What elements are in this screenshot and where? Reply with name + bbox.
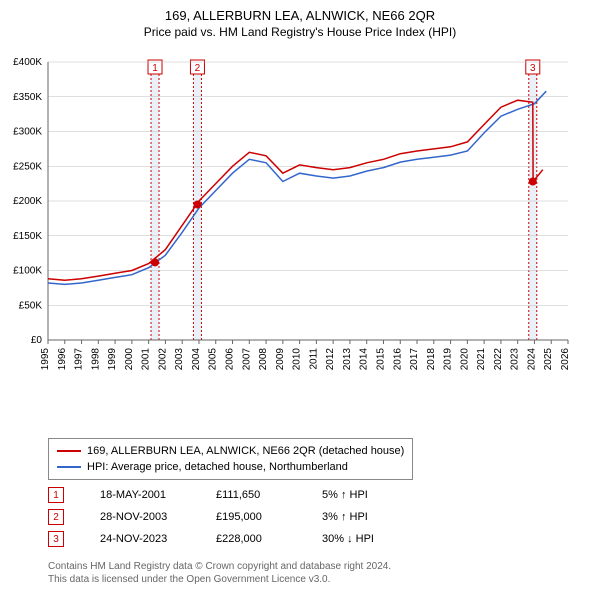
svg-text:2016: 2016 <box>392 348 403 371</box>
svg-text:2009: 2009 <box>275 348 286 371</box>
legend-label: HPI: Average price, detached house, Nort… <box>87 459 348 475</box>
svg-text:£350K: £350K <box>13 92 42 103</box>
event-marker-icon: 3 <box>48 531 64 547</box>
svg-text:1996: 1996 <box>57 348 68 371</box>
svg-text:2001: 2001 <box>141 348 152 371</box>
event-date: 28-NOV-2003 <box>100 511 180 523</box>
svg-text:1995: 1995 <box>40 348 51 371</box>
svg-text:2024: 2024 <box>526 348 537 371</box>
svg-text:£50K: £50K <box>19 300 43 311</box>
svg-text:1: 1 <box>152 63 158 74</box>
svg-text:2003: 2003 <box>174 348 185 371</box>
footer-line: Contains HM Land Registry data © Crown c… <box>48 560 391 573</box>
svg-text:1999: 1999 <box>107 348 118 371</box>
svg-text:2017: 2017 <box>409 348 420 371</box>
svg-text:1997: 1997 <box>74 348 85 371</box>
svg-text:3: 3 <box>530 63 536 74</box>
svg-text:2018: 2018 <box>426 348 437 371</box>
svg-text:2021: 2021 <box>476 348 487 371</box>
svg-text:£200K: £200K <box>13 196 42 207</box>
svg-text:2002: 2002 <box>157 348 168 371</box>
event-date: 18-MAY-2001 <box>100 489 180 501</box>
event-row: 2 28-NOV-2003 £195,000 3% ↑ HPI <box>48 506 402 528</box>
event-marker-icon: 1 <box>48 487 64 503</box>
event-row: 3 24-NOV-2023 £228,000 30% ↓ HPI <box>48 528 402 550</box>
legend-item: HPI: Average price, detached house, Nort… <box>57 459 404 475</box>
price-chart: 123£0£50K£100K£150K£200K£250K£300K£350K£… <box>48 50 578 390</box>
svg-text:£250K: £250K <box>13 161 42 172</box>
svg-text:2013: 2013 <box>342 348 353 371</box>
chart-container: 169, ALLERBURN LEA, ALNWICK, NE66 2QR Pr… <box>0 0 600 590</box>
svg-text:2007: 2007 <box>241 348 252 371</box>
svg-text:2006: 2006 <box>225 348 236 371</box>
svg-text:2026: 2026 <box>560 348 571 371</box>
svg-text:2004: 2004 <box>191 348 202 371</box>
svg-text:£300K: £300K <box>13 127 42 138</box>
svg-text:2019: 2019 <box>443 348 454 371</box>
event-delta: 30% ↓ HPI <box>322 533 402 545</box>
svg-text:2008: 2008 <box>258 348 269 371</box>
svg-text:2015: 2015 <box>375 348 386 371</box>
events-table: 1 18-MAY-2001 £111,650 5% ↑ HPI 2 28-NOV… <box>48 484 402 550</box>
event-delta: 3% ↑ HPI <box>322 511 402 523</box>
svg-text:2000: 2000 <box>124 348 135 371</box>
svg-text:£400K: £400K <box>13 57 42 68</box>
chart-title: 169, ALLERBURN LEA, ALNWICK, NE66 2QR <box>0 0 600 23</box>
legend-swatch <box>57 450 81 452</box>
legend: 169, ALLERBURN LEA, ALNWICK, NE66 2QR (d… <box>48 438 413 480</box>
svg-text:2010: 2010 <box>292 348 303 371</box>
svg-text:2005: 2005 <box>208 348 219 371</box>
svg-text:2011: 2011 <box>308 348 319 370</box>
svg-text:2023: 2023 <box>510 348 521 371</box>
legend-swatch <box>57 466 81 468</box>
legend-label: 169, ALLERBURN LEA, ALNWICK, NE66 2QR (d… <box>87 443 404 459</box>
footer-attribution: Contains HM Land Registry data © Crown c… <box>48 560 391 586</box>
event-price: £228,000 <box>216 533 286 545</box>
svg-text:2025: 2025 <box>543 348 554 371</box>
svg-text:1998: 1998 <box>90 348 101 371</box>
chart-subtitle: Price paid vs. HM Land Registry's House … <box>0 23 600 39</box>
svg-text:£150K: £150K <box>13 231 42 242</box>
event-price: £195,000 <box>216 511 286 523</box>
svg-text:2012: 2012 <box>325 348 336 371</box>
svg-text:2020: 2020 <box>459 348 470 371</box>
event-price: £111,650 <box>216 489 286 501</box>
svg-text:2014: 2014 <box>359 348 370 371</box>
event-date: 24-NOV-2023 <box>100 533 180 545</box>
event-delta: 5% ↑ HPI <box>322 489 402 501</box>
footer-line: This data is licensed under the Open Gov… <box>48 573 391 586</box>
legend-item: 169, ALLERBURN LEA, ALNWICK, NE66 2QR (d… <box>57 443 404 459</box>
svg-text:2022: 2022 <box>493 348 504 371</box>
svg-text:£100K: £100K <box>13 266 42 277</box>
event-marker-icon: 2 <box>48 509 64 525</box>
svg-text:£0: £0 <box>31 335 43 346</box>
event-row: 1 18-MAY-2001 £111,650 5% ↑ HPI <box>48 484 402 506</box>
svg-text:2: 2 <box>195 63 201 74</box>
